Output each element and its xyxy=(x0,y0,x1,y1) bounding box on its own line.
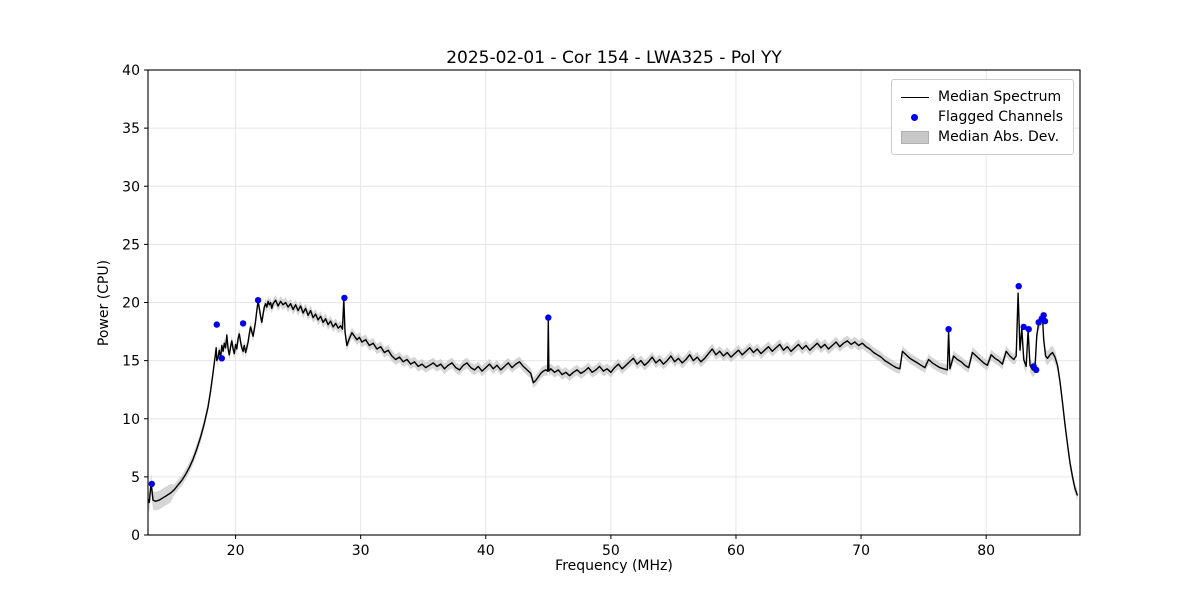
flagged-channel-dot xyxy=(254,297,262,304)
legend-label: Median Abs. Dev. xyxy=(937,129,1060,145)
chart-title: 2025-02-01 - Cor 154 - LWA325 - Pol YY xyxy=(446,48,782,68)
flagged-channel-dot xyxy=(1033,366,1040,374)
y-tick-label: 35 xyxy=(122,121,140,137)
x-axis-label: Frequency (MHz) xyxy=(555,558,673,574)
mad-band xyxy=(148,286,1078,512)
x-tick-label: 80 xyxy=(977,543,995,559)
median-spectrum-line-swatch xyxy=(900,96,930,98)
flagged-channel-dot xyxy=(1020,323,1027,331)
y-tick-label: 25 xyxy=(122,237,140,253)
y-tick-label: 10 xyxy=(122,412,140,428)
x-tick-label: 40 xyxy=(477,543,495,559)
median-abs-dev-band-swatch xyxy=(900,130,930,144)
flagged-channel-dot xyxy=(213,321,220,328)
flagged-channel-dot xyxy=(218,355,225,362)
legend-label: Flagged Channels xyxy=(937,109,1063,125)
flagged-channel-dot xyxy=(1040,312,1047,319)
flagged-channel-dot xyxy=(945,326,952,333)
flagged-channel-dot xyxy=(341,294,348,302)
flagged-channel-dot xyxy=(1025,326,1032,333)
flagged-channel-dot xyxy=(239,320,247,327)
y-tick-label: 0 xyxy=(131,528,140,544)
axes-box xyxy=(147,69,1081,536)
y-tick-label: 40 xyxy=(122,63,140,79)
flagged-channel-dot xyxy=(1015,283,1022,290)
legend-label: Median Spectrum xyxy=(937,89,1062,105)
x-tick-label: 30 xyxy=(352,543,370,559)
x-tick-label: 70 xyxy=(852,543,870,559)
legend: Median Spectrum Flagged Channels Median … xyxy=(890,79,1074,155)
y-tick-label: 20 xyxy=(122,296,140,312)
flagged-channel-dot xyxy=(148,480,155,488)
flagged-channel-dot xyxy=(545,314,552,321)
y-tick-label: 30 xyxy=(122,179,140,195)
x-tick-label: 20 xyxy=(227,543,245,559)
x-tick-label: 50 xyxy=(602,543,620,559)
y-tick-label: 5 xyxy=(131,470,140,486)
y-axis-label: Power (CPU) xyxy=(96,259,112,347)
flagged-channel-dot xyxy=(1041,317,1049,325)
legend-item-median-spectrum: Median Spectrum xyxy=(900,87,1063,107)
y-tick-label: 15 xyxy=(122,354,140,370)
legend-item-flagged-channels: Flagged Channels xyxy=(900,107,1063,127)
flagged-channels-dot-swatch xyxy=(900,113,930,121)
x-tick-label: 60 xyxy=(727,543,745,559)
median-spectrum-line xyxy=(147,292,1079,504)
legend-item-median-abs-dev: Median Abs. Dev. xyxy=(900,127,1063,147)
